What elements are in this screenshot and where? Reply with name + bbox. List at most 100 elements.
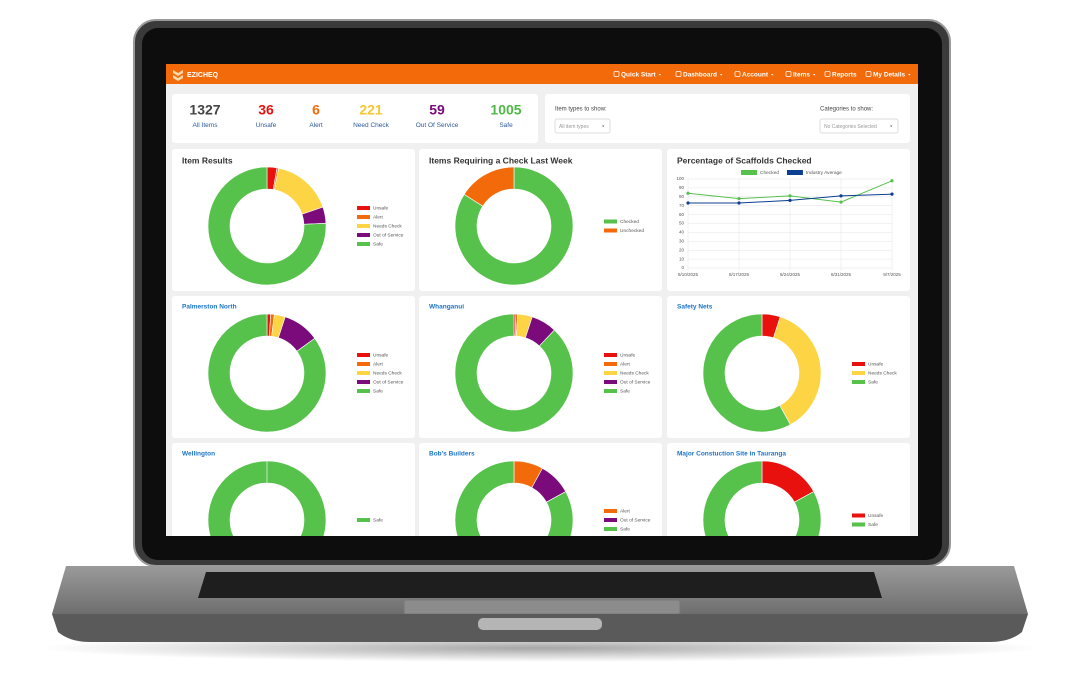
y-tick-label: 20 <box>679 247 685 252</box>
nav-icon <box>865 71 872 77</box>
y-tick-label: 40 <box>679 230 685 235</box>
filter-label: Categories to show: <box>820 107 873 113</box>
legend-label: Alert <box>373 361 384 367</box>
panel-title: Wellington <box>182 451 215 458</box>
stat-label[interactable]: Unsafe <box>256 122 277 129</box>
panel-title: Bob's Builders <box>429 451 475 458</box>
y-tick-label: 90 <box>679 185 685 190</box>
nav-bar <box>166 64 918 84</box>
donut-segment <box>207 313 327 433</box>
legend-swatch <box>357 518 370 522</box>
stat-label[interactable]: Alert <box>309 122 323 129</box>
nav-item[interactable]: My Details <box>873 72 906 79</box>
stat-label[interactable]: Safe <box>499 122 513 129</box>
legend-swatch <box>604 219 617 224</box>
legend-label: Out of Service <box>373 379 404 385</box>
nav-icon <box>785 71 792 77</box>
brand: EZICHEQ <box>187 72 219 79</box>
legend-label: Out of Service <box>620 517 651 523</box>
stat-label[interactable]: All Items <box>193 122 219 129</box>
stat-value: 36 <box>258 102 274 118</box>
nav-item[interactable]: Quick Start <box>621 72 657 79</box>
donut-segment <box>702 313 791 433</box>
stat-label[interactable]: Need Check <box>353 122 390 129</box>
legend-swatch <box>604 353 617 357</box>
select-box[interactable] <box>554 118 611 134</box>
legend-swatch <box>357 206 370 210</box>
nav-item[interactable]: Reports <box>832 72 857 79</box>
series-point <box>686 201 690 205</box>
nav-icon <box>675 71 682 77</box>
trackpad <box>403 599 681 615</box>
panel-title: Whanganui <box>429 304 464 311</box>
legend-label: Unsafe <box>373 352 389 358</box>
legend-swatch <box>604 362 617 366</box>
legend-label: Unchecked <box>620 228 644 234</box>
series-point <box>839 194 843 198</box>
nav-icon <box>613 71 620 77</box>
legend-label: Safe <box>620 526 630 532</box>
series-point <box>788 198 792 202</box>
caret <box>908 74 911 76</box>
select-value: No Categories Selected <box>824 124 877 130</box>
stat-value: 221 <box>359 102 383 118</box>
stat-label[interactable]: Out Of Service <box>416 122 459 129</box>
nav-item[interactable]: Items <box>793 72 810 79</box>
legend-label: Safe <box>620 388 630 394</box>
legend-swatch <box>604 380 617 384</box>
legend-label: Unsafe <box>373 205 389 211</box>
y-tick-label: 100 <box>676 176 684 181</box>
legend-swatch <box>852 522 865 527</box>
legend-swatch <box>604 518 617 522</box>
legend-label: Industry Average <box>806 170 842 176</box>
legend-label: Needs Check <box>373 223 402 229</box>
legend-swatch <box>604 371 617 375</box>
legend-label: Safe <box>373 241 383 247</box>
legend-label: Unsafe <box>620 352 636 358</box>
x-tick-label: 8/24/2025 <box>780 272 801 277</box>
notch <box>478 618 602 630</box>
legend-swatch <box>357 353 370 357</box>
series-point <box>890 179 894 183</box>
legend-swatch <box>357 362 370 366</box>
stat-value: 59 <box>429 102 445 118</box>
select-box[interactable] <box>819 118 899 134</box>
legend-label: Alert <box>373 214 384 220</box>
legend-swatch <box>604 509 617 513</box>
stat-value: 1005 <box>490 102 521 118</box>
donut-segment <box>454 460 574 536</box>
y-tick-label: 60 <box>679 212 685 217</box>
legend-label: Alert <box>620 361 631 367</box>
legend-label: Safe <box>373 517 383 523</box>
panel-title: Items Requiring a Check Last Week <box>429 155 573 165</box>
panel-title: Palmerston North <box>182 304 237 311</box>
panel-title: Percentage of Scaffolds Checked <box>677 155 812 165</box>
legend-label: Needs Check <box>868 370 897 376</box>
legend-label: Checked <box>760 170 779 176</box>
donut-segment <box>702 460 822 536</box>
nav-item[interactable]: Dashboard <box>683 72 717 79</box>
x-tick-label: 8/17/2025 <box>729 272 750 277</box>
nav-item[interactable]: Account <box>742 72 769 79</box>
legend-swatch <box>852 380 865 384</box>
series-point <box>839 200 843 204</box>
legend-label: Out of Service <box>373 232 404 238</box>
y-tick-label: 50 <box>679 221 685 226</box>
legend-label: Checked <box>620 219 639 225</box>
legend-label: Safe <box>868 522 878 528</box>
legend-label: Needs Check <box>373 370 402 376</box>
legend-swatch <box>852 362 865 366</box>
panel-title: Major Constuction Site in Tauranga <box>677 451 786 458</box>
series-point <box>686 191 690 195</box>
stats-card <box>172 94 538 143</box>
legend-swatch <box>604 389 617 393</box>
y-tick-label: 30 <box>679 238 685 243</box>
x-tick-label: 8/31/2025 <box>831 272 852 277</box>
series-point <box>737 201 741 205</box>
legend-label: Alert <box>620 508 631 514</box>
legend-swatch <box>852 513 865 518</box>
filter-card <box>545 94 910 143</box>
legend-swatch <box>357 371 370 375</box>
